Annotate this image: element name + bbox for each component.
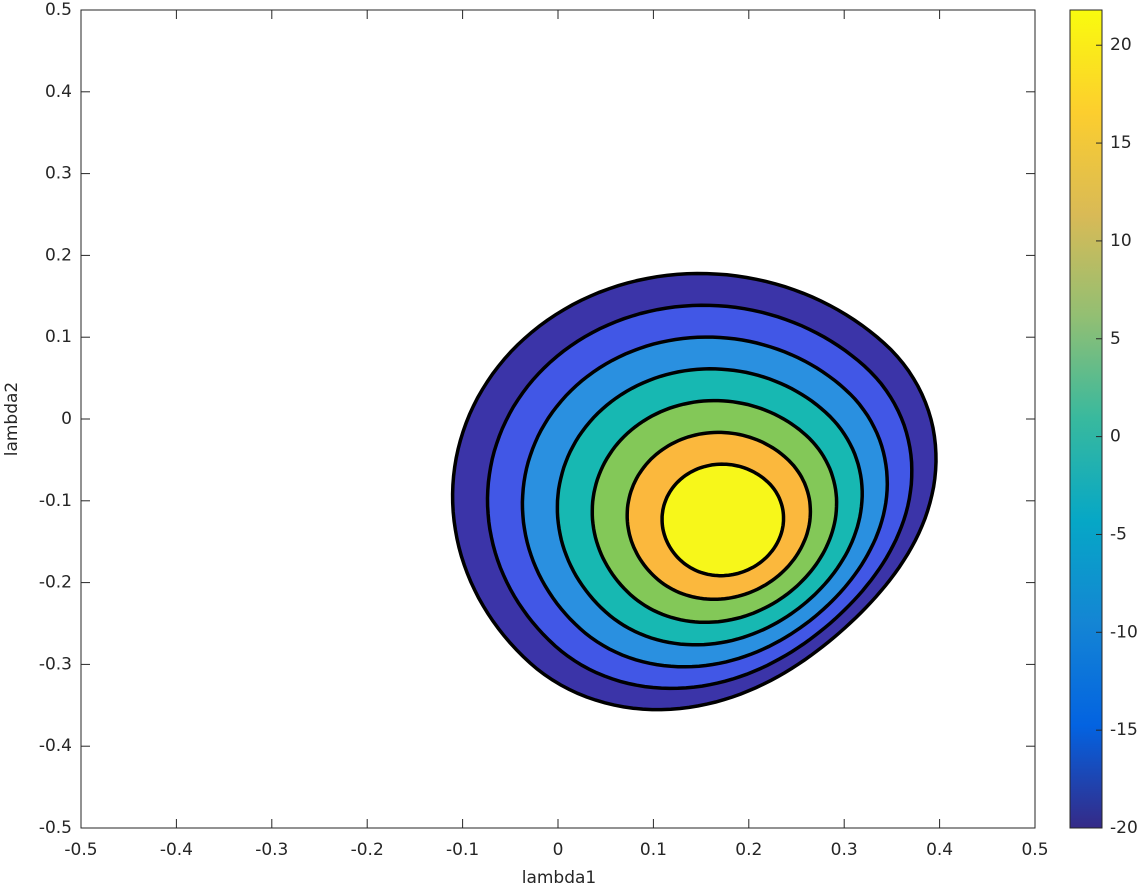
y-axis-label: lambda2	[2, 382, 22, 457]
y-tick-label: -0.4	[39, 736, 72, 756]
x-tick-label: 0.4	[926, 840, 953, 860]
y-tick-label: 0.1	[45, 327, 72, 347]
x-tick-label: -0.4	[160, 840, 193, 860]
y-tick-label: -0.1	[39, 491, 72, 511]
x-tick-label: -0.1	[446, 840, 479, 860]
x-tick-label: 0.1	[640, 840, 667, 860]
y-tick-label: 0.2	[45, 245, 72, 265]
y-tick-label: 0.5	[45, 0, 72, 20]
y-tick-label: -0.2	[39, 573, 72, 593]
x-tick-label: -0.5	[64, 840, 97, 860]
colorbar-tick-label: -10	[1110, 622, 1138, 642]
y-tick-label: 0	[61, 409, 72, 429]
colorbar-tick-label: 5	[1110, 329, 1121, 349]
x-tick-label: -0.2	[351, 840, 384, 860]
colorbar-tick-label: 15	[1110, 133, 1132, 153]
y-tick-label: -0.3	[39, 654, 72, 674]
x-axis-label: lambda1	[522, 868, 597, 888]
x-tick-label: 0.3	[831, 840, 858, 860]
colorbar-tick-label: 10	[1110, 231, 1132, 251]
colorbar-tick-label: -15	[1110, 720, 1138, 740]
colorbar-tick-label: -5	[1110, 524, 1127, 544]
y-tick-label: 0.3	[45, 164, 72, 184]
colorbar	[1069, 9, 1103, 829]
colorbar-tick-label: 20	[1110, 35, 1132, 55]
colorbar-tick-label: -20	[1110, 818, 1138, 838]
colorbar-tick-label: 0	[1110, 427, 1121, 447]
x-tick-label: 0.2	[735, 840, 762, 860]
x-tick-label: -0.3	[255, 840, 288, 860]
contour-band	[660, 462, 786, 578]
x-tick-label: 0	[553, 840, 564, 860]
x-tick-label: 0.5	[1021, 840, 1048, 860]
y-tick-label: -0.5	[39, 818, 72, 838]
y-tick-label: 0.4	[45, 82, 72, 102]
